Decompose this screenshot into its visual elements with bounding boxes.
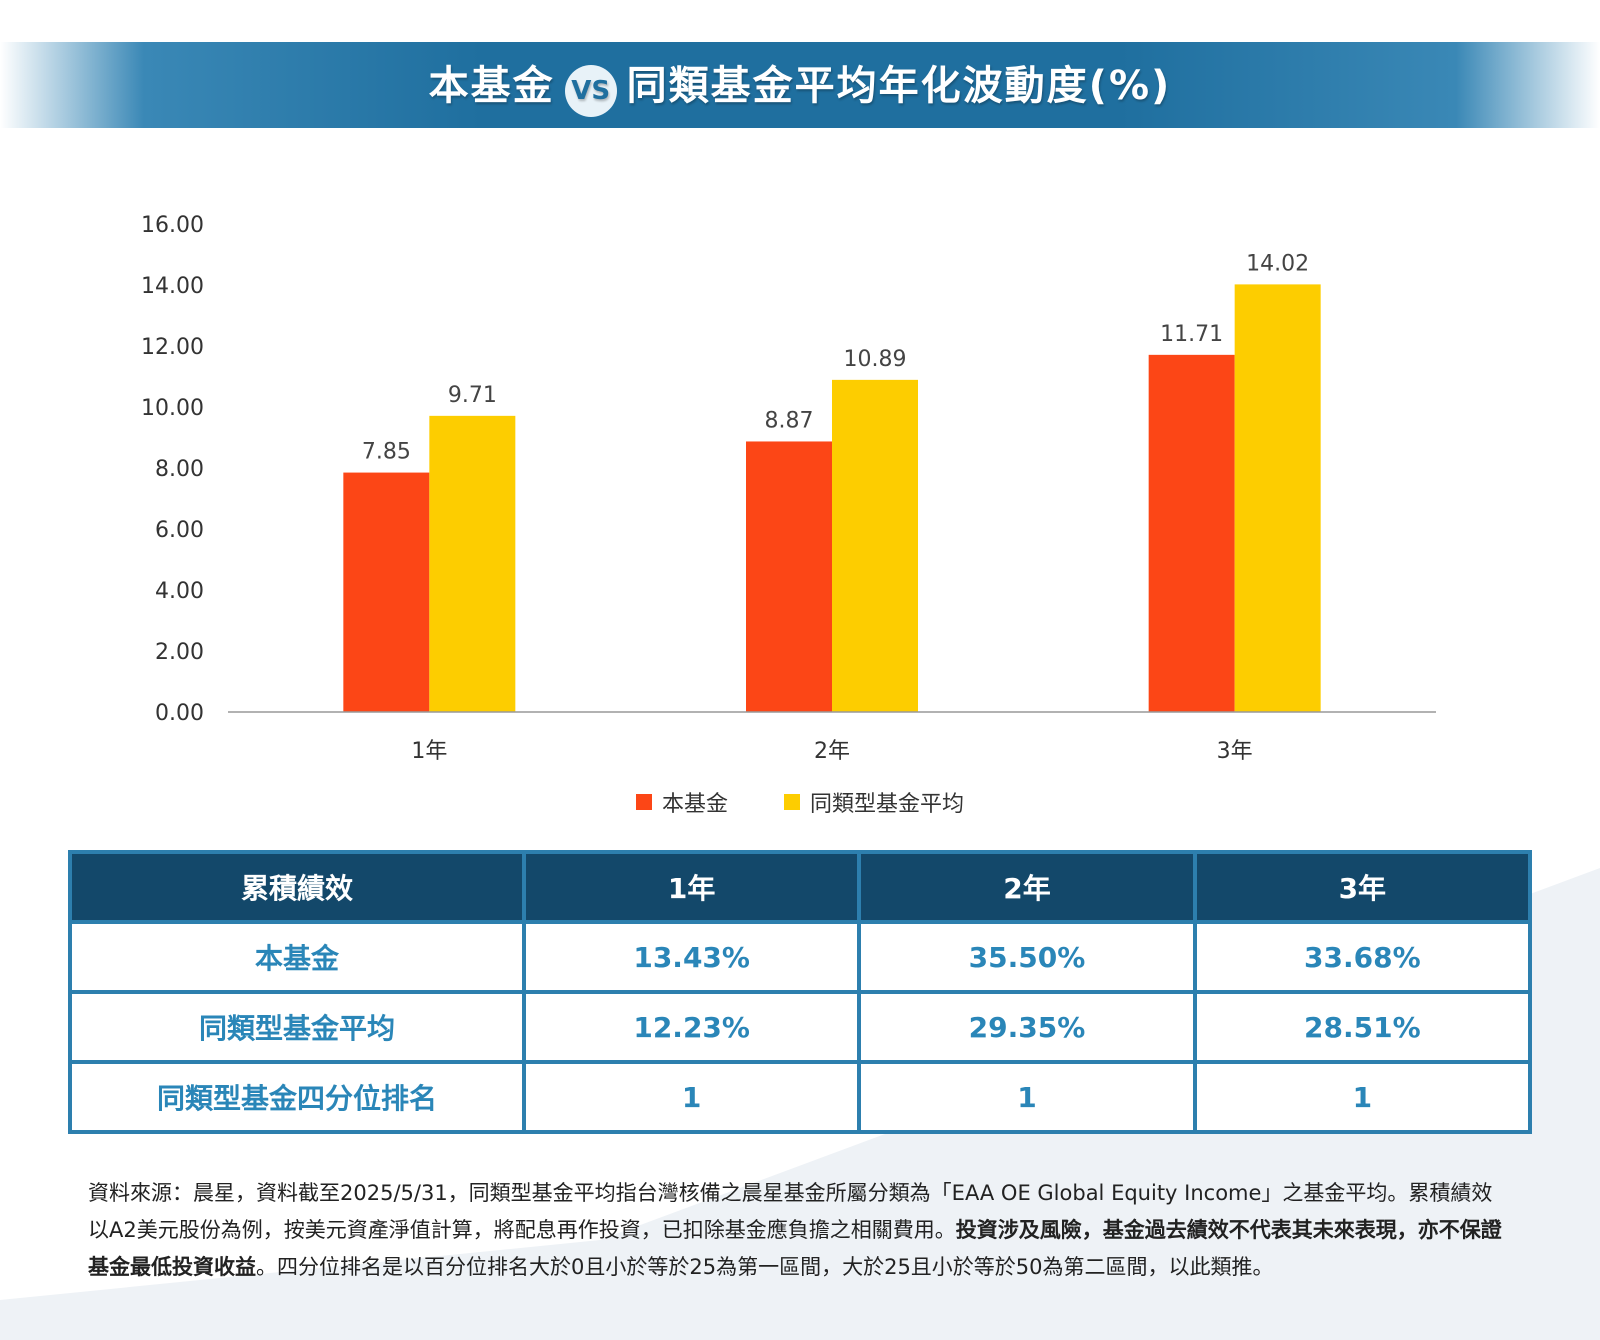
table-cell: 28.51%	[1192, 990, 1533, 1064]
table-cell: 1	[857, 1060, 1197, 1134]
data-label: 10.89	[844, 347, 907, 372]
bar-peer	[832, 379, 918, 712]
bar-fund	[1148, 354, 1235, 712]
bar-fund	[746, 441, 832, 712]
table-row: 本基金 13.43% 35.50% 33.68%	[68, 920, 1533, 994]
table-cell: 35.50%	[857, 920, 1197, 994]
bar-peer	[429, 415, 516, 712]
legend-swatch-peer	[784, 794, 800, 810]
table-header-cell: 2年	[857, 850, 1197, 924]
data-label: 14.02	[1246, 251, 1309, 276]
table-cell: 1	[1192, 1060, 1533, 1134]
legend-item-fund: 本基金	[635, 786, 728, 818]
table-row-label: 同類型基金平均	[68, 990, 526, 1064]
x-axis: 1年 2年 3年	[228, 711, 1436, 764]
x-tick-label: 3年	[1217, 739, 1253, 764]
vs-badge: VS	[564, 65, 617, 117]
legend-label-fund: 本基金	[661, 792, 728, 817]
y-tick-label: 10.00	[141, 396, 204, 421]
bars: 7.85 9.71 8.87 10.89 11.71 14.02	[343, 251, 1321, 712]
y-tick-label: 8.00	[155, 457, 204, 482]
y-tick-label: 0.00	[155, 701, 204, 726]
table-header-cell: 3年	[1192, 850, 1533, 924]
chart-title: 本基金 VS 同類基金平均年化波動度(%)	[429, 53, 1172, 117]
chart-legend: 本基金 同類型基金平均	[0, 786, 1600, 818]
y-tick-label: 14.00	[141, 274, 204, 299]
y-tick-label: 4.00	[155, 579, 204, 604]
table-cell: 29.35%	[857, 990, 1197, 1064]
table-header-cell: 累積績效	[68, 850, 526, 924]
y-tick-label: 2.00	[155, 640, 204, 665]
table-row-label: 同類型基金四分位排名	[68, 1060, 526, 1134]
table-cell: 33.68%	[1192, 920, 1533, 994]
data-label: 8.87	[765, 408, 814, 433]
footnote-risk-warning: 投資涉及風險，基金過去績效不代表其未來表現，亦不保證基金最低投資收益	[88, 1218, 1502, 1279]
data-label: 7.85	[362, 440, 411, 465]
bar-chart: 0.00 2.00 4.00 6.00 8.00 10.00 12.00 14.00 16.00…	[141, 213, 1436, 764]
x-tick-label: 1年	[411, 739, 447, 764]
title-right: 同類基金平均年化波動度(%)	[626, 63, 1172, 109]
footnote-text: 資料來源：晨星，資料截至2025/5/31，同類型基金平均指台灣核備之晨星基金所…	[88, 1181, 1493, 1242]
legend-swatch-fund	[635, 794, 652, 810]
footnote: 資料來源：晨星，資料截至2025/5/31，同類型基金平均指台灣核備之晨星基金所…	[88, 1175, 1508, 1286]
performance-table: 累積績效 1年 2年 3年 本基金 13.43% 35.50% 33.68% 同…	[68, 850, 1533, 1134]
table-row: 同類型基金平均 12.23% 29.35% 28.51%	[68, 990, 1533, 1064]
bar-peer	[1234, 284, 1321, 712]
y-tick-label: 6.00	[155, 518, 204, 543]
x-tick-label: 2年	[814, 739, 850, 764]
data-label: 11.71	[1160, 322, 1223, 347]
y-tick-label: 16.00	[141, 213, 204, 238]
title-left: 本基金	[428, 63, 555, 109]
y-axis: 0.00 2.00 4.00 6.00 8.00 10.00 12.00 14.00 16.00	[141, 213, 204, 726]
table-cell: 13.43%	[521, 920, 862, 994]
legend-item-peer: 同類型基金平均	[784, 786, 964, 818]
table-row: 同類型基金四分位排名 1 1 1	[68, 1060, 1533, 1134]
footnote-text-2: 。四分位排名是以百分位排名大於0且小於等於25為第一區間，大於25且小於等於50…	[256, 1255, 1274, 1279]
table-header-row: 累積績效 1年 2年 3年	[68, 850, 1533, 924]
table-cell: 12.23%	[521, 990, 862, 1064]
title-banner: 本基金 VS 同類基金平均年化波動度(%)	[0, 42, 1600, 128]
bar-fund	[343, 472, 430, 712]
legend-label-peer: 同類型基金平均	[810, 792, 965, 817]
table-cell: 1	[521, 1060, 862, 1134]
y-tick-label: 12.00	[141, 335, 204, 360]
table-header-cell: 1年	[521, 850, 862, 924]
table-row-label: 本基金	[68, 920, 526, 994]
data-label: 9.71	[448, 383, 497, 408]
